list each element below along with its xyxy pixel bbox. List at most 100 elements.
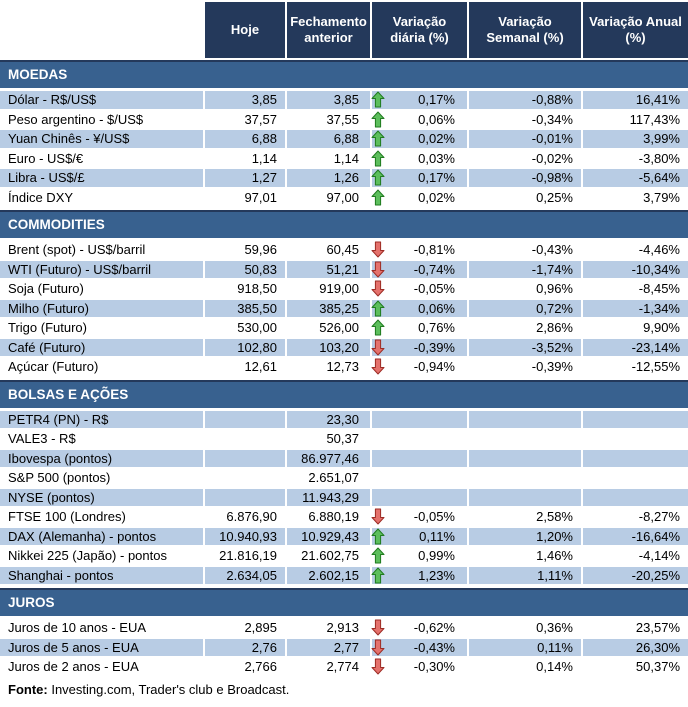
- today-value: [205, 469, 287, 489]
- today-value: 50,83: [205, 260, 287, 280]
- previous-close-value: 97,00: [287, 188, 372, 208]
- arrow-down-icon: [371, 241, 385, 258]
- previous-close-value: 21.602,75: [287, 547, 372, 567]
- daily-change-value: 0,17%: [371, 91, 469, 111]
- row-label: PETR4 (PN) - R$: [0, 410, 205, 430]
- daily-change-text: 0,17%: [418, 92, 455, 107]
- previous-close-value: 86.977,46: [287, 449, 372, 469]
- row-label: Euro - US$/€: [0, 149, 205, 169]
- previous-close-value: 385,25: [287, 299, 372, 319]
- today-value: 102,80: [205, 338, 287, 358]
- today-value: 12,61: [205, 358, 287, 378]
- daily-change-value: -0,43%: [371, 638, 469, 658]
- table-row-s-p-500-pontos: S&P 500 (pontos) 2.651,07: [0, 469, 688, 489]
- table-row-juros-de-10-anos-eua: Juros de 10 anos - EUA 2,895 2,913 -0,62% 0,…: [0, 619, 688, 639]
- table-row-yuan-chines-us: Yuan Chinês - ¥/US$ 6,88 6,88 0,02% -0,01% 3,…: [0, 130, 688, 150]
- col-header-variacao-diaria: Variação diária (%): [372, 2, 469, 58]
- col-header-variacao-semanal: Variação Semanal (%): [469, 2, 583, 58]
- daily-change-text: -0,74%: [413, 261, 455, 277]
- previous-close-value: 919,00: [287, 280, 372, 300]
- weekly-change-value: 1,20%: [469, 527, 583, 547]
- section-header-bolsas-e-acoes: BOLSAS E AÇÕES: [0, 379, 688, 408]
- previous-close-value: 103,20: [287, 338, 372, 358]
- previous-close-value: 37,55: [287, 110, 372, 130]
- daily-change-value: -0,62%: [371, 619, 469, 639]
- daily-change-value: -0,05%: [371, 508, 469, 528]
- annual-change-value: 3,99%: [583, 130, 688, 150]
- today-value: 385,50: [205, 299, 287, 319]
- source-note-label: Fonte:: [8, 681, 48, 697]
- source-note: Fonte: Investing.com, Trader's club e Br…: [0, 682, 688, 697]
- arrow-down-icon: [371, 261, 385, 278]
- arrow-up-icon: [371, 150, 385, 167]
- table-row-cafe-futuro: Café (Futuro) 102,80 103,20 -0,39% -3,52% -23…: [0, 338, 688, 358]
- arrow-down-icon: [371, 339, 385, 356]
- row-label: Ibovespa (pontos): [0, 449, 205, 469]
- previous-close-value: 2.602,15: [287, 566, 372, 586]
- weekly-change-value: [469, 410, 583, 430]
- arrow-down-icon: [371, 619, 385, 636]
- today-value: 3,85: [205, 91, 287, 111]
- annual-change-value: -8,27%: [583, 508, 688, 528]
- row-label: Yuan Chinês - ¥/US$: [0, 130, 205, 150]
- previous-close-value: 2,913: [287, 619, 372, 639]
- arrow-up-icon: [371, 547, 385, 564]
- today-value: 2,895: [205, 619, 287, 639]
- col-header-hoje: Hoje: [205, 2, 287, 58]
- source-note-text: Investing.com, Trader's club e Broadcast…: [47, 681, 290, 697]
- daily-change-text: 0,02%: [418, 131, 455, 146]
- previous-close-value: 6,88: [287, 130, 372, 150]
- table-row-dolar-r-us: Dólar - R$/US$ 3,85 3,85 0,17% -0,88% 16,41%: [0, 91, 688, 111]
- daily-change-value: 0,06%: [371, 299, 469, 319]
- today-value: 1,14: [205, 149, 287, 169]
- weekly-change-value: 1,11%: [469, 566, 583, 586]
- daily-change-value: [372, 469, 469, 489]
- row-label: Shanghai - pontos: [0, 566, 205, 586]
- weekly-change-value: -0,43%: [469, 241, 583, 261]
- table-row-milho-futuro: Milho (Futuro) 385,50 385,25 0,06% 0,72% -1,3…: [0, 299, 688, 319]
- row-label: WTI (Futuro) - US$/barril: [0, 260, 205, 280]
- row-label: FTSE 100 (Londres): [0, 508, 205, 528]
- previous-close-value: 1,14: [287, 149, 372, 169]
- annual-change-value: 23,57%: [583, 619, 688, 639]
- weekly-change-value: 0,96%: [469, 280, 583, 300]
- arrow-up-icon: [371, 91, 385, 108]
- weekly-change-value: -0,88%: [469, 91, 583, 111]
- annual-change-value: -4,14%: [583, 547, 688, 567]
- weekly-change-value: [469, 430, 583, 450]
- previous-close-value: 2.651,07: [287, 469, 372, 489]
- today-value: 21.816,19: [205, 547, 287, 567]
- daily-change-value: -0,30%: [371, 658, 469, 678]
- table-row-nikkei-225-japao-pontos: Nikkei 225 (Japão) - pontos 21.816,19 21.6…: [0, 547, 688, 567]
- daily-change-value: -0,05%: [371, 280, 469, 300]
- previous-close-value: 6.880,19: [287, 508, 372, 528]
- daily-change-value: 0,03%: [371, 149, 469, 169]
- section-header-commodities: COMMODITIES: [0, 210, 688, 238]
- table-header-row: Hoje Fechamento anterior Variação diária…: [0, 2, 688, 58]
- row-label: Juros de 10 anos - EUA: [0, 619, 205, 639]
- previous-close-value: 12,73: [287, 358, 372, 378]
- row-label: Juros de 2 anos - EUA: [0, 658, 205, 678]
- row-label: Libra - US$/£: [0, 169, 205, 189]
- weekly-change-value: -0,39%: [469, 358, 583, 378]
- daily-change-value: [372, 488, 469, 508]
- table-row-petr4-pn-r: PETR4 (PN) - R$ 23,30: [0, 410, 688, 430]
- daily-change-value: 0,17%: [371, 169, 469, 189]
- daily-change-value: 0,11%: [371, 527, 469, 547]
- today-value: 10.940,93: [205, 527, 287, 547]
- table-row-shanghai-pontos: Shanghai - pontos 2.634,05 2.602,15 1,23% 1,…: [0, 566, 688, 586]
- row-label: Trigo (Futuro): [0, 319, 205, 339]
- daily-change-value: 0,02%: [371, 130, 469, 150]
- row-label: VALE3 - R$: [0, 430, 205, 450]
- weekly-change-value: 0,11%: [469, 638, 583, 658]
- arrow-up-icon: [371, 319, 385, 336]
- weekly-change-value: 0,25%: [469, 188, 583, 208]
- annual-change-value: -12,55%: [583, 358, 688, 378]
- weekly-change-value: [469, 449, 583, 469]
- annual-change-value: -3,80%: [583, 150, 688, 169]
- arrow-down-icon: [371, 280, 385, 297]
- table-row-nyse-pontos: NYSE (pontos) 11.943,29: [0, 488, 688, 508]
- section-header-moedas: MOEDAS: [0, 60, 688, 88]
- annual-change-value: [583, 469, 688, 489]
